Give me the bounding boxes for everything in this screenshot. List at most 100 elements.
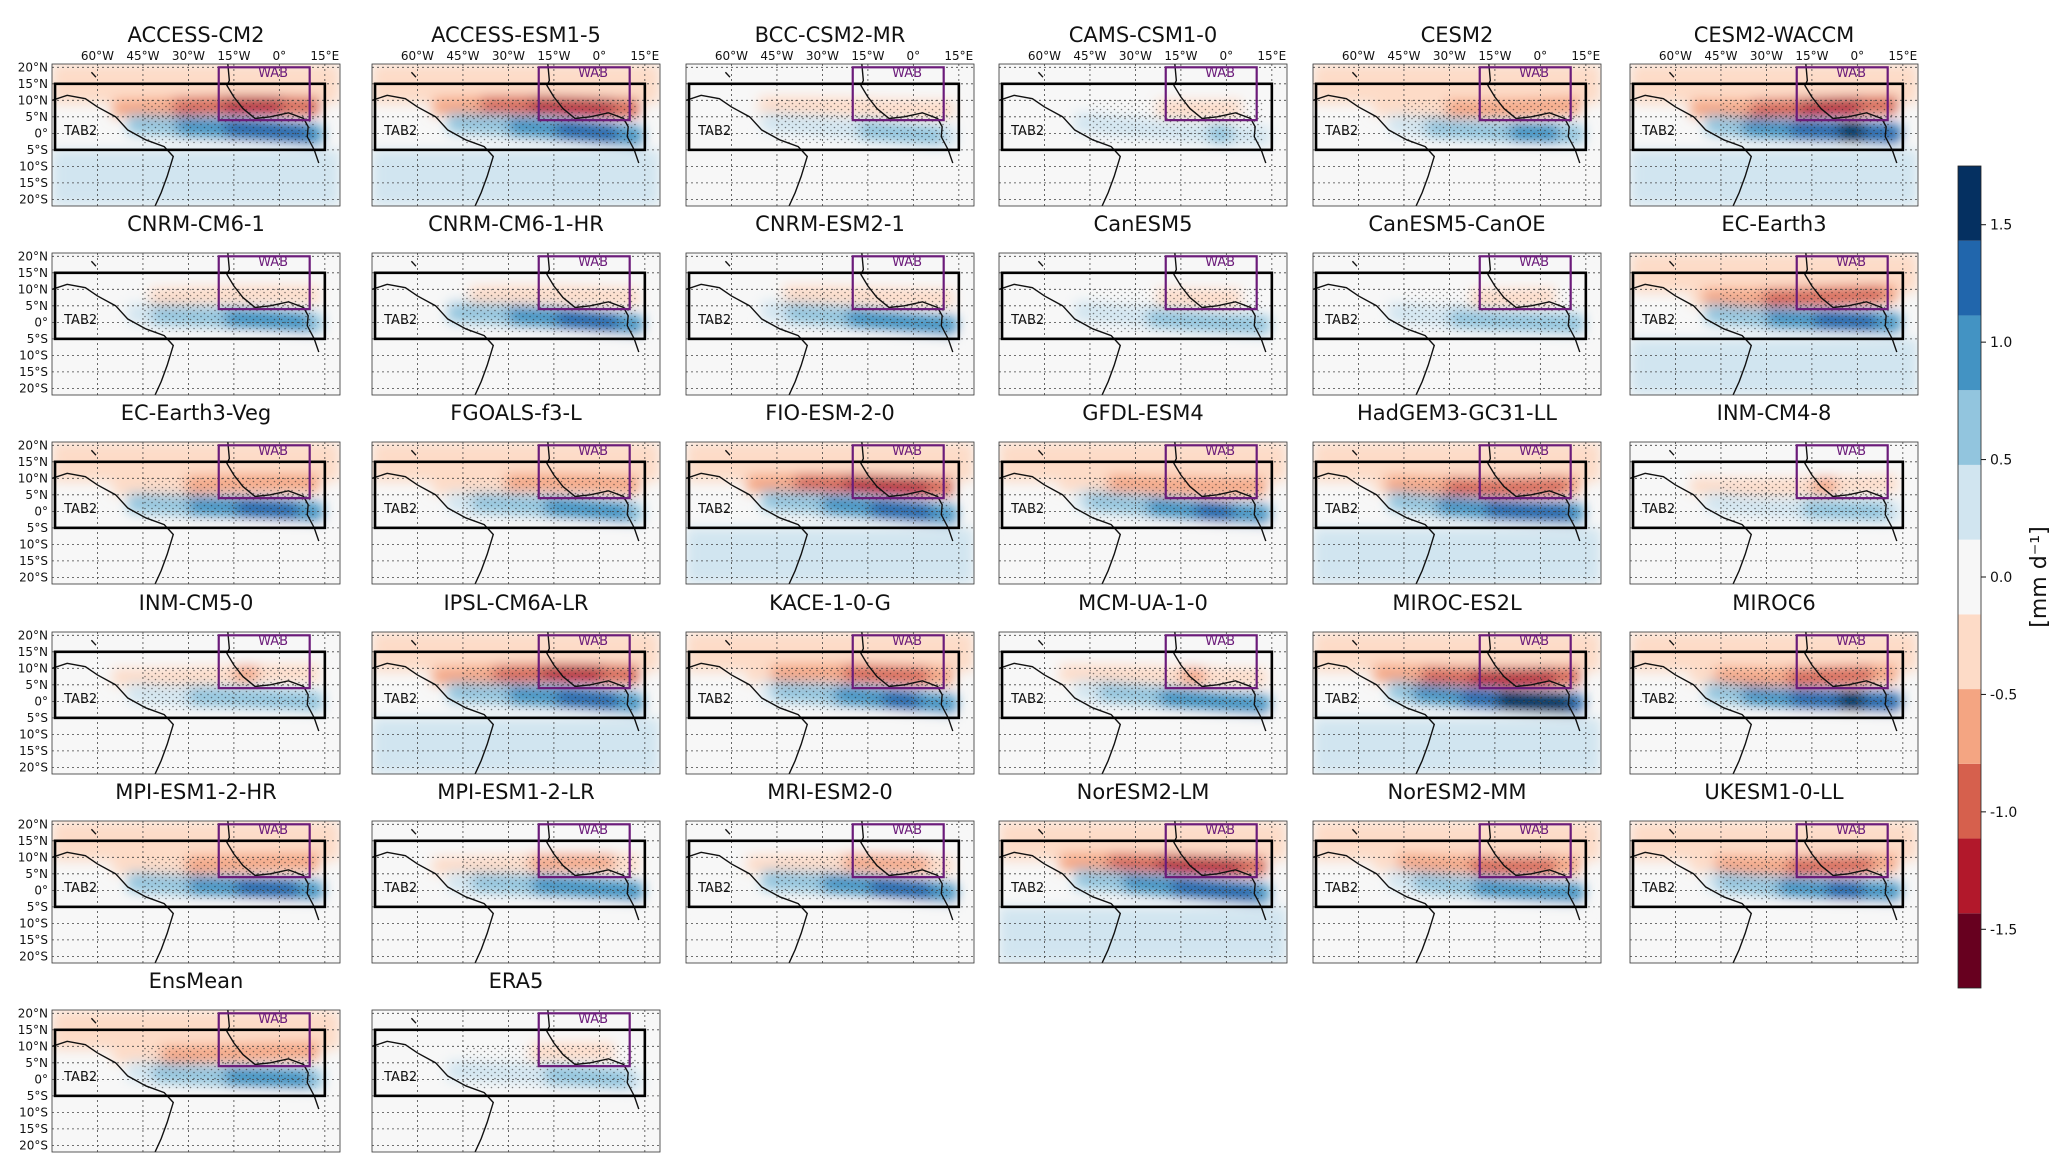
tab-region-box — [1000, 460, 1274, 530]
lon-tick-label: 0° — [1220, 49, 1234, 63]
lat-tick-label: 20°S — [19, 1138, 48, 1152]
wab-region-box — [1478, 444, 1572, 500]
lat-tick-label: 0° — [34, 1072, 48, 1086]
lon-tick-label: 15°W — [1795, 49, 1828, 63]
lon-tick-label: 45°W — [446, 49, 479, 63]
wab-region-box — [1795, 823, 1889, 879]
lat-tick-label: 10°S — [19, 537, 48, 551]
colorbar-segment — [1958, 315, 1981, 391]
lon-tick-label: 15°E — [310, 49, 339, 63]
tab-region-box — [1000, 82, 1274, 152]
colorbar-segment — [1958, 464, 1981, 540]
lat-tick-label: 20°S — [19, 570, 48, 584]
colorbar-tick-label: -1.0 — [1990, 805, 2017, 821]
panel-title: GFDL-ESM4 — [1082, 401, 1204, 425]
tab-region-label: TAB2 — [1010, 502, 1044, 517]
tab-region-box — [1000, 650, 1274, 720]
tab-region-label: TAB2 — [383, 124, 417, 139]
lat-tick-label: 5°N — [25, 867, 48, 881]
lon-tick-label: 15°W — [1164, 49, 1197, 63]
lat-tick-label: 10°N — [18, 661, 48, 675]
panel-title: MIROC6 — [1732, 591, 1815, 615]
tab-region-box — [1000, 271, 1274, 341]
wab-region-label: WAB — [1205, 634, 1235, 649]
colorbar-tick-label: 0.5 — [1990, 453, 2012, 469]
tab-region-box — [1631, 271, 1905, 341]
panel-title: EnsMean — [149, 969, 244, 993]
tab-region-box — [53, 839, 327, 909]
lat-tick-label: 0° — [34, 504, 48, 518]
colorbar-segment — [1958, 166, 1981, 241]
tab-region-box — [1314, 839, 1588, 909]
tab-region-box — [373, 82, 647, 152]
lon-tick-label: 45°W — [760, 49, 793, 63]
map-panel: BCC-CSM2-MR TAB2 WAB 60°W 45°W 30°W 15°W 0° 15°E — [685, 23, 975, 207]
lat-tick-label: 5°S — [27, 900, 48, 914]
map-panel: CNRM-CM6-1-HR TAB2 WAB — [371, 212, 661, 396]
colorbar-tick-label: -0.5 — [1990, 687, 2017, 703]
lon-tick-label: 60°W — [81, 49, 114, 63]
map-panel: CESM2-WACCM TAB2 WAB 60°W 45°W 30°W 15°W 0° 15°E — [1629, 23, 1919, 207]
tab-region-box — [687, 839, 961, 909]
lat-tick-label: 20°S — [19, 192, 48, 206]
wab-region-box — [851, 823, 945, 879]
lat-tick-label: 20°N — [18, 1006, 48, 1020]
lat-tick-label: 5°N — [25, 299, 48, 313]
lon-tick-label: 30°W — [806, 49, 839, 63]
map-panel: CESM2 TAB2 WAB 60°W 45°W 30°W 15°W 0° 15°E — [1312, 23, 1602, 207]
wab-region-label: WAB — [1205, 823, 1235, 838]
map-panel: MPI-ESM1-2-LR TAB2 WAB — [371, 780, 661, 964]
wab-region-box — [537, 444, 631, 500]
wab-region-label: WAB — [1836, 255, 1866, 270]
lat-tick-label: 15°N — [18, 645, 48, 659]
map-panels: ACCESS-CM2 TAB2 WAB 60°W 45°W 30°W 15°W 0° 15°E 2… — [18, 23, 1919, 1153]
wab-region-box — [1478, 823, 1572, 879]
tab-region-label: TAB2 — [697, 692, 731, 707]
tab-region-label: TAB2 — [63, 1070, 97, 1085]
tab-region-label: TAB2 — [63, 502, 97, 517]
lat-tick-label: 15°N — [18, 1023, 48, 1037]
tab-region-box — [373, 460, 647, 530]
colorbar: 1.5 1.0 0.5 0.0 -0.5 -1.0 -1.5 [mm d⁻¹] — [1957, 165, 2052, 989]
colorbar-segment — [1958, 763, 1981, 839]
lat-tick-label: 5°N — [25, 1056, 48, 1070]
tab-region-box — [1631, 650, 1905, 720]
tab-region-label: TAB2 — [1324, 313, 1358, 328]
tab-region-label: TAB2 — [1641, 881, 1675, 896]
wab-region-label: WAB — [258, 634, 288, 649]
tab-region-box — [687, 271, 961, 341]
colorbar-label: [mm d⁻¹] — [2027, 526, 2052, 627]
tab-region-label: TAB2 — [1324, 692, 1358, 707]
panel-title: EC-Earth3-Veg — [121, 401, 272, 425]
map-panel: KACE-1-0-G TAB2 WAB — [685, 591, 975, 775]
tab-region-box — [1314, 650, 1588, 720]
tab-region-box — [1631, 460, 1905, 530]
wab-region-box — [1164, 255, 1258, 311]
colorbar-tick-label: 1.5 — [1990, 218, 2012, 234]
tab-region-box — [53, 271, 327, 341]
lon-tick-label: 60°W — [1342, 49, 1375, 63]
wab-region-label: WAB — [892, 255, 922, 270]
wab-region-box — [537, 634, 631, 690]
tab-region-label: TAB2 — [1641, 124, 1675, 139]
map-panel: INM-CM4-8 TAB2 WAB — [1629, 401, 1919, 585]
lat-tick-label: 10°N — [18, 1039, 48, 1053]
panel-title: EC-Earth3 — [1721, 212, 1826, 236]
panel-title: INM-CM4-8 — [1717, 401, 1832, 425]
wab-region-label: WAB — [578, 1012, 608, 1027]
wab-region-box — [537, 1012, 631, 1068]
lon-tick-label: 15°E — [1257, 49, 1286, 63]
map-panel: CanESM5-CanOE TAB2 WAB — [1312, 212, 1602, 396]
wab-region-label: WAB — [1205, 66, 1235, 81]
lon-tick-label: 0° — [1851, 49, 1865, 63]
panel-title: NorESM2-LM — [1077, 780, 1210, 804]
wab-region-label: WAB — [1519, 66, 1549, 81]
colorbar-tick-label: -1.5 — [1990, 922, 2017, 938]
wab-region-label: WAB — [578, 444, 608, 459]
wab-region-label: WAB — [258, 66, 288, 81]
lat-tick-label: 15°N — [18, 77, 48, 91]
tab-region-label: TAB2 — [383, 1070, 417, 1085]
wab-region-box — [537, 255, 631, 311]
tab-region-label: TAB2 — [1010, 692, 1044, 707]
map-panel: ACCESS-CM2 TAB2 WAB 60°W 45°W 30°W 15°W 0° 15°E 2… — [18, 23, 341, 207]
